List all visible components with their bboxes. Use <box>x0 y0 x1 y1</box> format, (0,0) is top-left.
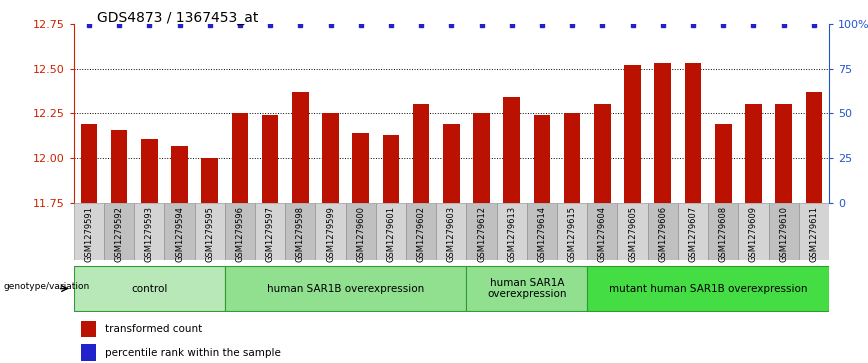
Bar <box>437 203 466 260</box>
Text: GSM1279603: GSM1279603 <box>447 206 456 262</box>
Bar <box>292 92 309 203</box>
Bar <box>315 203 345 260</box>
Bar <box>255 203 286 260</box>
Text: GSM1279606: GSM1279606 <box>658 206 667 262</box>
Text: GSM1279613: GSM1279613 <box>507 206 516 262</box>
Text: GSM1279610: GSM1279610 <box>779 206 788 262</box>
Text: GSM1279607: GSM1279607 <box>688 206 698 262</box>
Bar <box>624 65 641 203</box>
Text: GSM1279600: GSM1279600 <box>356 206 365 262</box>
Bar <box>135 203 164 260</box>
Bar <box>654 63 671 203</box>
FancyBboxPatch shape <box>588 266 829 311</box>
Text: GSM1279602: GSM1279602 <box>417 206 425 262</box>
FancyBboxPatch shape <box>74 266 225 311</box>
Bar <box>588 203 617 260</box>
Bar <box>104 203 135 260</box>
Bar <box>678 203 708 260</box>
Bar <box>194 203 225 260</box>
Bar <box>82 344 96 361</box>
FancyBboxPatch shape <box>225 266 466 311</box>
Text: GSM1279597: GSM1279597 <box>266 206 274 262</box>
Bar <box>466 203 496 260</box>
Bar <box>74 203 104 260</box>
Bar <box>376 203 406 260</box>
Bar <box>527 203 557 260</box>
Text: GSM1279592: GSM1279592 <box>115 206 123 262</box>
Bar <box>413 105 430 203</box>
Text: GSM1279594: GSM1279594 <box>175 206 184 262</box>
Text: human SAR1B overexpression: human SAR1B overexpression <box>267 284 424 294</box>
Bar <box>322 113 339 203</box>
Bar <box>473 113 490 203</box>
Bar <box>383 135 399 203</box>
Bar <box>564 113 581 203</box>
Bar <box>685 63 701 203</box>
Text: transformed count: transformed count <box>106 324 203 334</box>
Text: GSM1279599: GSM1279599 <box>326 206 335 262</box>
Bar <box>503 97 520 203</box>
Bar <box>345 203 376 260</box>
Text: GSM1279609: GSM1279609 <box>749 206 758 262</box>
Bar <box>81 124 97 203</box>
Bar <box>232 113 248 203</box>
Bar <box>708 203 739 260</box>
Text: GSM1279615: GSM1279615 <box>568 206 576 262</box>
Text: human SAR1A
overexpression: human SAR1A overexpression <box>487 278 567 299</box>
Bar <box>594 105 611 203</box>
Text: GSM1279591: GSM1279591 <box>84 206 94 262</box>
Bar <box>617 203 648 260</box>
Text: GSM1279601: GSM1279601 <box>386 206 396 262</box>
Bar <box>775 105 792 203</box>
Bar <box>286 203 315 260</box>
Bar <box>111 130 128 203</box>
Text: mutant human SAR1B overexpression: mutant human SAR1B overexpression <box>608 284 807 294</box>
Bar <box>82 321 96 337</box>
Bar <box>225 203 255 260</box>
Bar <box>557 203 588 260</box>
Text: GSM1279596: GSM1279596 <box>235 206 245 262</box>
Bar <box>406 203 437 260</box>
Text: GDS4873 / 1367453_at: GDS4873 / 1367453_at <box>97 11 259 25</box>
Bar <box>739 203 768 260</box>
Bar <box>443 124 460 203</box>
Bar <box>262 115 279 203</box>
Text: GSM1279612: GSM1279612 <box>477 206 486 262</box>
Text: genotype/variation: genotype/variation <box>3 282 90 291</box>
Bar <box>201 158 218 203</box>
Text: GSM1279611: GSM1279611 <box>809 206 819 262</box>
Bar <box>745 105 762 203</box>
Text: GSM1279598: GSM1279598 <box>296 206 305 262</box>
Bar <box>715 124 732 203</box>
Bar <box>534 115 550 203</box>
Text: control: control <box>131 284 168 294</box>
Bar <box>648 203 678 260</box>
Text: GSM1279608: GSM1279608 <box>719 206 727 262</box>
Bar <box>806 92 822 203</box>
Bar <box>171 146 187 203</box>
Bar <box>352 133 369 203</box>
Bar <box>164 203 194 260</box>
Bar <box>496 203 527 260</box>
Bar <box>768 203 799 260</box>
Text: GSM1279605: GSM1279605 <box>628 206 637 262</box>
FancyBboxPatch shape <box>466 266 588 311</box>
Text: GSM1279593: GSM1279593 <box>145 206 154 262</box>
Bar <box>799 203 829 260</box>
Text: percentile rank within the sample: percentile rank within the sample <box>106 348 281 358</box>
Text: GSM1279595: GSM1279595 <box>205 206 214 262</box>
Text: GSM1279614: GSM1279614 <box>537 206 547 262</box>
Bar <box>141 139 158 203</box>
Text: GSM1279604: GSM1279604 <box>598 206 607 262</box>
